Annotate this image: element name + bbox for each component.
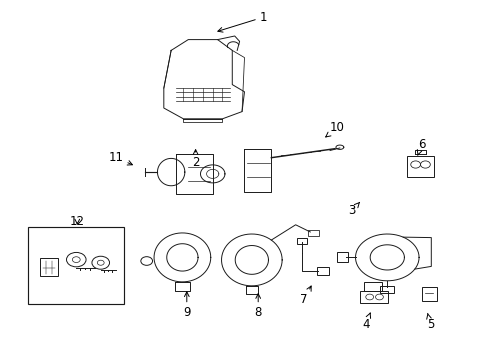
Text: 3: 3 — [347, 202, 359, 217]
Bar — [316, 267, 328, 275]
Text: 11: 11 — [109, 151, 132, 165]
Text: 7: 7 — [300, 286, 310, 306]
Bar — [297, 238, 306, 244]
Bar — [336, 252, 347, 262]
Text: 8: 8 — [254, 294, 262, 319]
Bar — [307, 230, 318, 236]
Text: 10: 10 — [325, 121, 344, 137]
Bar — [363, 282, 382, 291]
Bar — [380, 286, 393, 293]
Bar — [421, 287, 436, 301]
Bar — [40, 258, 58, 276]
Text: 6: 6 — [416, 138, 425, 156]
Text: 1: 1 — [218, 11, 266, 32]
Bar — [28, 227, 124, 304]
Text: 5: 5 — [426, 313, 433, 330]
Text: 12: 12 — [70, 215, 84, 228]
Text: 4: 4 — [361, 313, 370, 330]
Bar — [359, 291, 387, 303]
Bar — [406, 156, 433, 177]
Text: 9: 9 — [183, 292, 190, 319]
Text: 2: 2 — [191, 150, 199, 169]
